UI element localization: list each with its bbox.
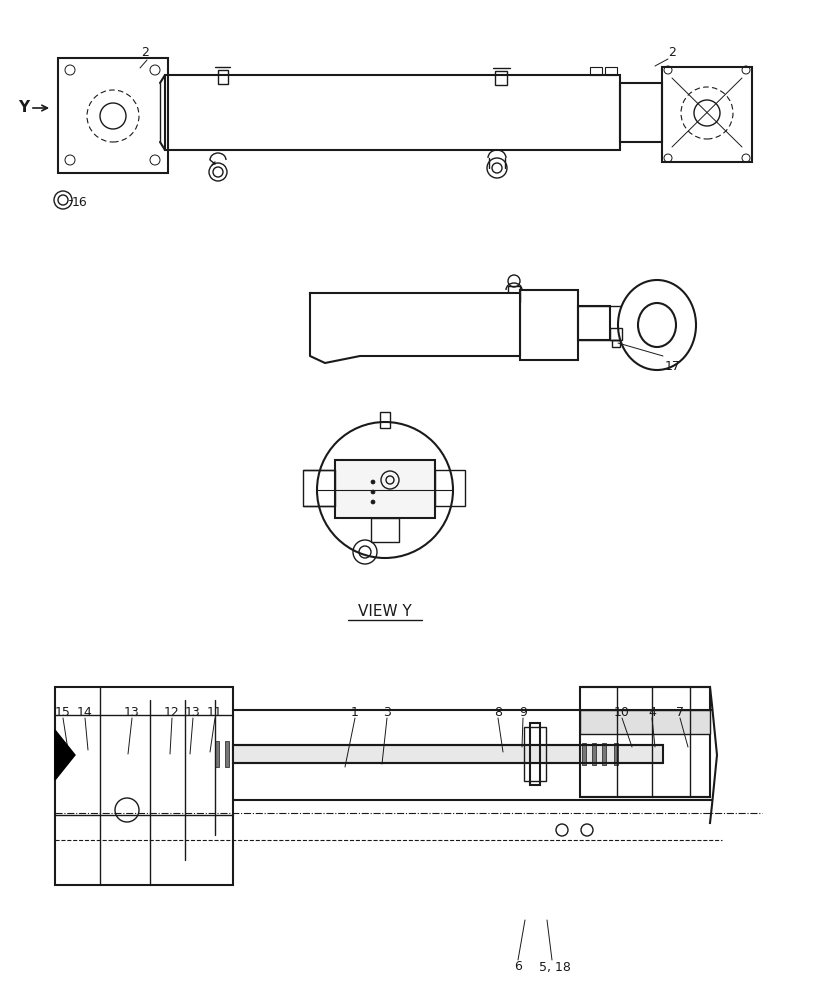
Text: 4: 4 bbox=[648, 706, 656, 718]
Text: 16: 16 bbox=[72, 196, 88, 210]
Bar bbox=[215, 741, 219, 767]
Bar bbox=[620, 83, 662, 142]
Circle shape bbox=[371, 500, 375, 504]
Circle shape bbox=[371, 490, 375, 494]
Bar bbox=[530, 723, 540, 785]
Bar bbox=[165, 75, 620, 150]
Bar bbox=[580, 687, 710, 797]
Bar bbox=[610, 328, 622, 340]
Text: 6: 6 bbox=[514, 960, 522, 974]
Polygon shape bbox=[55, 730, 75, 780]
Circle shape bbox=[371, 480, 375, 484]
Bar bbox=[582, 743, 586, 765]
Text: 17: 17 bbox=[665, 360, 681, 372]
Bar bbox=[303, 470, 335, 506]
Bar bbox=[380, 412, 390, 428]
Text: 2: 2 bbox=[141, 45, 149, 58]
Polygon shape bbox=[310, 293, 520, 363]
Bar bbox=[580, 710, 710, 734]
Text: 8: 8 bbox=[494, 706, 502, 718]
Text: 9: 9 bbox=[519, 706, 527, 718]
Bar bbox=[435, 470, 465, 506]
Bar bbox=[592, 743, 596, 765]
Text: Y: Y bbox=[19, 101, 29, 115]
Bar bbox=[371, 518, 399, 542]
Text: 5, 18: 5, 18 bbox=[539, 960, 571, 974]
Bar bbox=[335, 460, 435, 518]
Bar bbox=[225, 741, 229, 767]
Bar bbox=[578, 306, 610, 340]
Bar bbox=[508, 286, 520, 302]
Bar bbox=[602, 743, 606, 765]
Bar bbox=[662, 67, 752, 162]
Text: 7: 7 bbox=[676, 706, 684, 718]
Text: 11: 11 bbox=[207, 706, 223, 718]
Bar bbox=[524, 727, 546, 781]
Bar bbox=[58, 58, 168, 173]
Text: 15: 15 bbox=[55, 706, 71, 718]
Bar bbox=[495, 71, 507, 85]
Text: 13: 13 bbox=[124, 706, 140, 718]
Bar bbox=[55, 687, 233, 885]
Bar bbox=[605, 67, 617, 75]
Text: 3: 3 bbox=[383, 706, 391, 718]
Text: 13: 13 bbox=[185, 706, 201, 718]
Bar bbox=[612, 340, 620, 347]
Bar bbox=[520, 290, 578, 360]
Text: 1: 1 bbox=[351, 706, 359, 718]
Text: 14: 14 bbox=[78, 706, 93, 718]
Text: 2: 2 bbox=[668, 45, 676, 58]
Bar bbox=[614, 743, 618, 765]
Bar bbox=[233, 745, 663, 763]
Text: 10: 10 bbox=[614, 706, 630, 718]
Bar bbox=[590, 67, 602, 75]
Bar bbox=[218, 70, 228, 84]
Text: VIEW Y: VIEW Y bbox=[358, 604, 412, 619]
Text: 12: 12 bbox=[164, 706, 180, 718]
